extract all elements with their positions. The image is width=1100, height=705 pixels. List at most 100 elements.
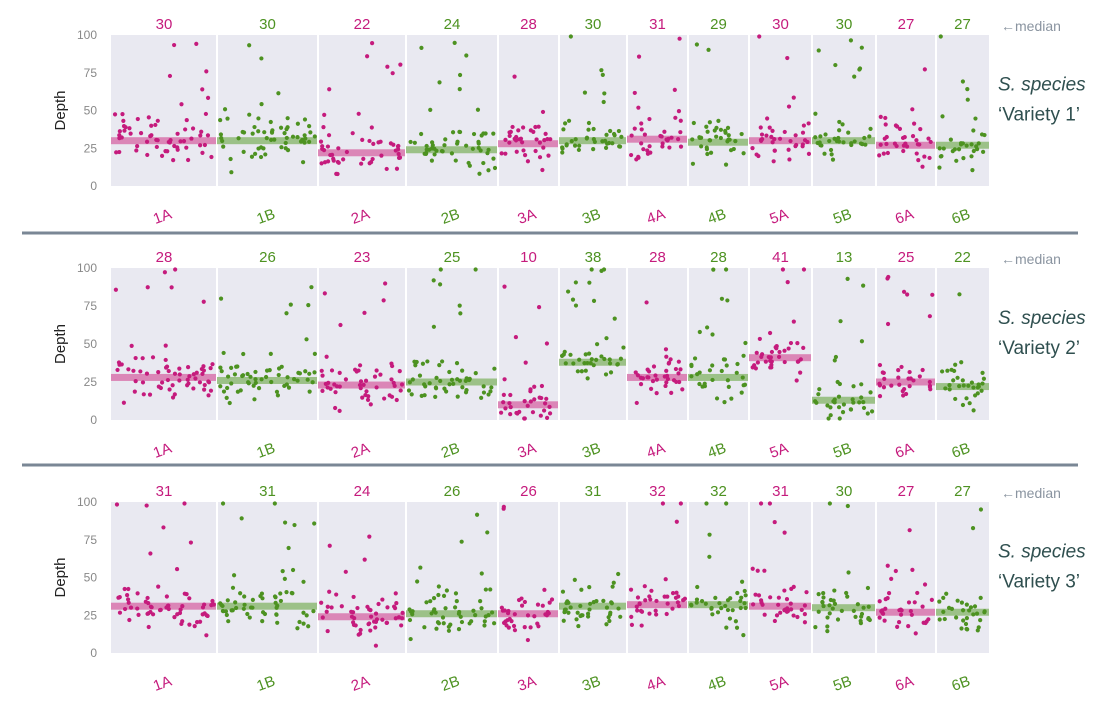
- data-point: [604, 336, 609, 341]
- data-point: [908, 608, 913, 614]
- data-point: [739, 390, 744, 395]
- data-point: [969, 154, 974, 159]
- data-point: [178, 607, 183, 612]
- data-point: [676, 603, 682, 609]
- y-tick-label: 0: [90, 413, 97, 427]
- data-point: [572, 577, 577, 582]
- data-point: [148, 551, 153, 556]
- data-point: [923, 620, 928, 626]
- data-point: [238, 591, 243, 596]
- data-point: [488, 587, 493, 592]
- data-point: [390, 363, 395, 369]
- data-point: [454, 361, 460, 366]
- data-point: [820, 600, 825, 605]
- data-point: [471, 608, 476, 613]
- data-point: [806, 121, 811, 126]
- data-point: [275, 393, 280, 398]
- data-point: [725, 298, 730, 303]
- data-point: [538, 413, 543, 418]
- data-point: [441, 593, 447, 598]
- data-point: [492, 621, 497, 626]
- data-point: [957, 384, 962, 389]
- category-3A: 28 3A: [497, 16, 559, 228]
- data-point: [155, 138, 160, 143]
- data-point: [881, 370, 886, 376]
- data-point: [357, 363, 363, 368]
- data-point: [848, 38, 854, 43]
- data-point: [885, 150, 890, 156]
- median-value-label: 23: [354, 249, 371, 266]
- data-point: [167, 387, 172, 392]
- median-value-label: 26: [444, 483, 461, 500]
- data-point: [324, 354, 329, 359]
- data-point: [242, 602, 247, 607]
- x-tick-label: 3B: [580, 440, 603, 462]
- data-point: [185, 377, 190, 382]
- data-point: [660, 141, 665, 146]
- data-point: [638, 608, 644, 613]
- data-point: [660, 501, 666, 506]
- data-point: [385, 64, 390, 69]
- data-point: [778, 610, 783, 615]
- data-point: [453, 591, 459, 596]
- data-point: [774, 613, 780, 618]
- data-point: [757, 336, 762, 342]
- category-2B: 24 2B: [405, 16, 498, 228]
- data-point: [768, 595, 773, 600]
- data-point: [667, 145, 672, 150]
- median-value-label: 22: [354, 16, 371, 33]
- data-point: [183, 127, 188, 132]
- data-point: [795, 341, 800, 346]
- data-point: [645, 375, 650, 380]
- data-point: [166, 139, 171, 145]
- variety-label: ‘Variety 2’: [998, 338, 1080, 359]
- data-point: [172, 615, 177, 620]
- data-point: [544, 415, 550, 421]
- data-point: [184, 117, 189, 123]
- data-point: [116, 595, 121, 600]
- data-point: [883, 115, 888, 121]
- data-point: [604, 605, 610, 610]
- data-point: [269, 137, 274, 143]
- data-point: [479, 395, 484, 400]
- data-point: [660, 144, 665, 149]
- data-point: [328, 152, 333, 158]
- data-point: [432, 152, 437, 157]
- data-point: [846, 570, 851, 575]
- data-point: [885, 321, 891, 327]
- data-point: [135, 606, 140, 611]
- category-5A: 41 5A: [748, 249, 812, 462]
- data-point: [561, 618, 566, 623]
- data-point: [840, 122, 845, 127]
- data-point: [699, 135, 704, 140]
- data-point: [845, 503, 850, 509]
- data-point: [692, 356, 698, 361]
- median-bar: [406, 610, 498, 618]
- data-point: [525, 637, 530, 643]
- data-point: [482, 623, 487, 628]
- data-point: [336, 146, 341, 151]
- data-point: [965, 87, 970, 92]
- data-point: [166, 368, 171, 374]
- data-point: [980, 381, 985, 386]
- data-point: [818, 143, 823, 148]
- data-point: [424, 143, 429, 149]
- data-point: [825, 403, 830, 408]
- data-point: [282, 576, 287, 581]
- data-point: [284, 135, 289, 141]
- data-point: [368, 628, 373, 633]
- data-point: [673, 366, 679, 372]
- data-point: [239, 516, 244, 521]
- data-point: [164, 594, 169, 599]
- data-point: [285, 116, 290, 121]
- data-point: [384, 620, 389, 625]
- data-point: [221, 144, 226, 149]
- data-point: [145, 152, 150, 158]
- category-4B: 28 4B: [687, 249, 749, 462]
- data-point: [560, 146, 565, 151]
- data-point: [353, 623, 358, 628]
- data-point: [525, 613, 531, 618]
- data-point: [591, 126, 596, 132]
- data-point: [833, 62, 838, 68]
